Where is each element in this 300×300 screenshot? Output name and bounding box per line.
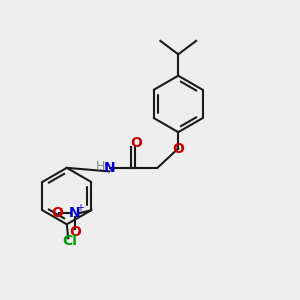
Text: O: O	[130, 136, 142, 151]
Text: N: N	[69, 206, 81, 220]
Text: N: N	[103, 161, 115, 176]
Text: -: -	[58, 203, 63, 213]
Text: O: O	[69, 225, 81, 239]
Text: O: O	[52, 206, 64, 220]
Text: O: O	[172, 142, 184, 155]
Text: Cl: Cl	[62, 234, 77, 248]
Text: H: H	[96, 160, 105, 173]
Text: +: +	[76, 203, 84, 213]
